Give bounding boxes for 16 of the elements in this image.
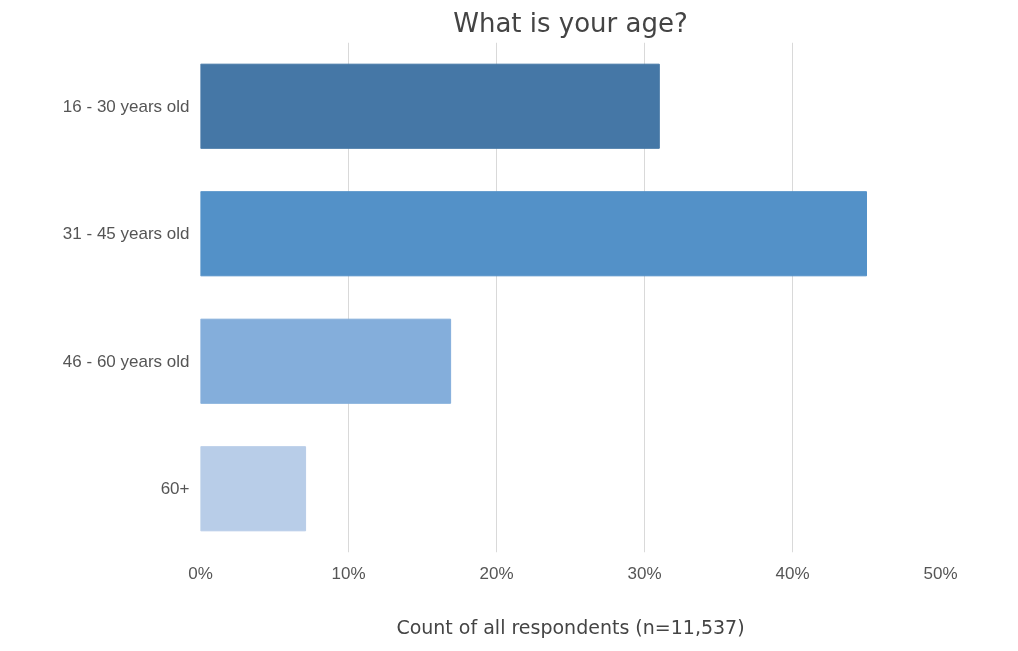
y-tick-label: 46 - 60 years old: [62, 351, 190, 371]
x-tick-label: 40%: [775, 563, 810, 583]
y-tick-label: 60+: [160, 479, 190, 499]
bar: [200, 446, 307, 532]
x-tick-label: 30%: [627, 563, 662, 583]
x-tick-label: 20%: [479, 563, 514, 583]
x-tick-label: 10%: [331, 563, 366, 583]
x-axis-title: Count of all respondents (n=11,537): [396, 615, 745, 638]
chart-title: What is your age?: [453, 7, 688, 38]
bar: [200, 191, 867, 277]
y-tick-label: 31 - 45 years old: [62, 224, 190, 244]
y-tick-label: 16 - 30 years old: [62, 96, 190, 116]
x-tick-label: 0%: [188, 563, 213, 583]
x-tick-label: 50%: [923, 563, 958, 583]
bar: [200, 318, 452, 404]
bar: [200, 63, 660, 149]
